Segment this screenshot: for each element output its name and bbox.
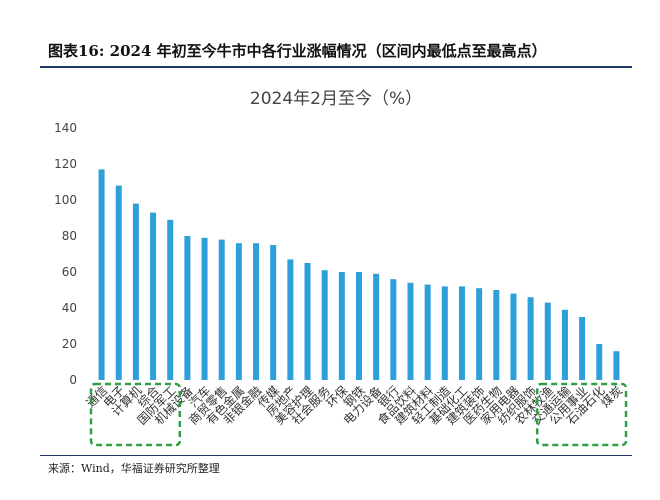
bar: [407, 282, 414, 380]
bar: [235, 243, 242, 380]
bar: [338, 272, 345, 380]
bar: [476, 288, 483, 380]
y-tick-label: 20: [62, 337, 77, 351]
bar: [115, 185, 122, 380]
bar: [287, 259, 294, 380]
category-label: 煤炭: [598, 383, 625, 410]
bar: [150, 212, 157, 380]
bar: [510, 293, 517, 380]
category-labels: 通信电子计算机综合国防军工机械设备汽车商贸零售有色金属非银金融传媒房地产美容护理…: [83, 383, 625, 428]
bar: [184, 236, 191, 380]
bar: [132, 203, 139, 380]
highlight-box: [535, 382, 628, 447]
y-tick-label: 40: [62, 301, 77, 315]
y-tick-label: 140: [54, 121, 77, 135]
bars: [98, 169, 620, 380]
y-tick-label: 100: [54, 193, 77, 207]
bar: [321, 270, 328, 380]
bar: [561, 309, 568, 380]
highlight-boxes: [89, 382, 628, 447]
source-note: 来源：Wind，华福证券研究所整理: [48, 462, 220, 475]
y-axis: 0 20 40 60 80 100 120 140: [54, 121, 77, 387]
bar: [201, 237, 208, 380]
bar: [98, 169, 105, 380]
bar: [458, 286, 465, 380]
bar: [544, 302, 551, 380]
bar: [596, 344, 603, 380]
highlight-box: [89, 382, 182, 447]
figure-title: 图表16: 2024 年初至今牛市中各行业涨幅情况（区间内最低点至最高点）: [48, 42, 547, 60]
bar: [304, 263, 311, 380]
bar: [253, 243, 260, 380]
bar: [579, 317, 586, 380]
y-tick-label: 60: [62, 265, 77, 279]
bar: [424, 284, 431, 380]
y-tick-label: 80: [62, 229, 77, 243]
bar: [441, 286, 448, 380]
bar: [493, 290, 500, 380]
bar: [270, 245, 277, 380]
y-tick-label: 0: [69, 373, 77, 387]
chart-title: 2024年2月至今（%）: [250, 89, 422, 109]
bar: [527, 297, 534, 380]
top-rule: [40, 66, 632, 68]
bar: [390, 279, 397, 380]
y-tick-label: 120: [54, 157, 77, 171]
bar: [613, 351, 620, 380]
bar: [373, 273, 380, 380]
bottom-rule: [40, 455, 632, 456]
bar: [356, 272, 362, 380]
bar: [218, 239, 225, 380]
bar: [167, 219, 174, 380]
